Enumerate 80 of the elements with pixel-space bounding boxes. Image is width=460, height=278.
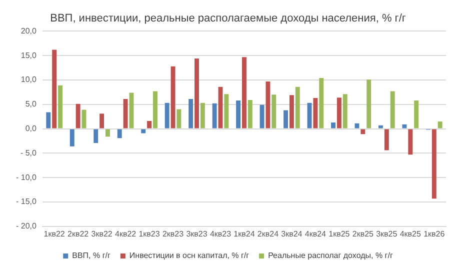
- bar: [414, 100, 419, 128]
- bar: [319, 78, 324, 128]
- bar: [147, 120, 152, 128]
- bar: [141, 129, 146, 134]
- x-tick-label: 4кв22: [114, 229, 137, 238]
- bar: [313, 98, 318, 128]
- x-tick-label: 1кв24: [234, 229, 256, 238]
- bar: [366, 80, 372, 128]
- x-tick-label: 2кв25: [352, 229, 374, 238]
- x-tick-label: 1кв22: [44, 229, 66, 238]
- bar: [70, 129, 74, 146]
- bar: [342, 94, 348, 128]
- bar: [289, 95, 294, 128]
- bar: [354, 123, 360, 128]
- bar: [212, 103, 217, 128]
- x-tick-label: 2кв22: [68, 229, 90, 238]
- bar: [188, 99, 194, 128]
- bar: [106, 129, 110, 137]
- bar: [176, 109, 182, 128]
- x-tick-label: 4кв25: [400, 229, 422, 238]
- bar: [224, 94, 229, 128]
- y-tick-label: - 15,0: [16, 197, 37, 206]
- bar: [200, 102, 205, 128]
- bar: [248, 100, 252, 128]
- bar: [123, 99, 128, 128]
- bar: [266, 81, 270, 128]
- bar: [360, 129, 366, 134]
- bar: [46, 112, 51, 128]
- bar: [117, 129, 122, 138]
- bar: [295, 86, 300, 128]
- bar: [82, 110, 86, 128]
- bar: [390, 91, 395, 128]
- y-tick-label: - 5,0: [20, 148, 37, 158]
- bar: [336, 98, 342, 128]
- bar: [307, 102, 312, 128]
- x-tick-label: 3кв23: [186, 229, 208, 238]
- bar: [260, 104, 264, 128]
- bar: [152, 91, 158, 128]
- bar: [58, 85, 62, 128]
- bar: [438, 121, 442, 128]
- bar: [384, 129, 389, 150]
- y-tick-label: 5,0: [25, 100, 38, 109]
- bar: [129, 92, 134, 128]
- x-tick-label: 1кв23: [138, 229, 160, 238]
- x-tick-label: 1кв25: [328, 229, 350, 238]
- chart-title: ВВП, инвестиции, реальные располагаемые доходы населения, % г/г: [50, 12, 406, 25]
- legend-label: Реальные располаг доходы, % г/г: [268, 251, 393, 260]
- bar: [242, 57, 246, 128]
- bar: [432, 129, 436, 199]
- bar: [170, 66, 176, 128]
- x-tick-label: 3кв22: [91, 229, 113, 238]
- bar: [52, 50, 57, 128]
- x-tick-label: 4кв23: [210, 229, 232, 238]
- x-tick-label: 1кв26: [424, 229, 446, 238]
- y-tick-label: 0,0: [25, 124, 38, 134]
- bar: [76, 104, 80, 128]
- x-tick-label: 3кв24: [281, 229, 303, 238]
- y-tick-label: - 10,0: [16, 172, 37, 182]
- x-tick-label: 2кв24: [257, 229, 280, 238]
- bar: [378, 125, 383, 128]
- y-tick-label: 10,0: [20, 75, 37, 84]
- bar: [236, 100, 241, 128]
- bar: [164, 102, 170, 128]
- bar: [284, 110, 288, 128]
- bar: [331, 122, 336, 128]
- x-tick-label: 3кв25: [376, 229, 398, 238]
- y-tick-label: 15,0: [20, 50, 37, 60]
- x-tick-label: 4кв24: [304, 229, 327, 238]
- bar: [194, 58, 199, 128]
- bar: [218, 86, 223, 128]
- x-tick-label: 2кв23: [162, 229, 184, 238]
- bar: [402, 124, 407, 128]
- bar: [100, 114, 104, 128]
- legend-label: ВВП, % г/г: [72, 251, 110, 260]
- bar: [408, 129, 413, 155]
- y-tick-label: - 20,0: [16, 222, 37, 231]
- y-tick-label: 20,0: [20, 26, 37, 36]
- bar: [272, 94, 276, 128]
- bar: [94, 129, 98, 143]
- legend-label: Инвестиции в осн капитал, % г/г: [129, 251, 250, 260]
